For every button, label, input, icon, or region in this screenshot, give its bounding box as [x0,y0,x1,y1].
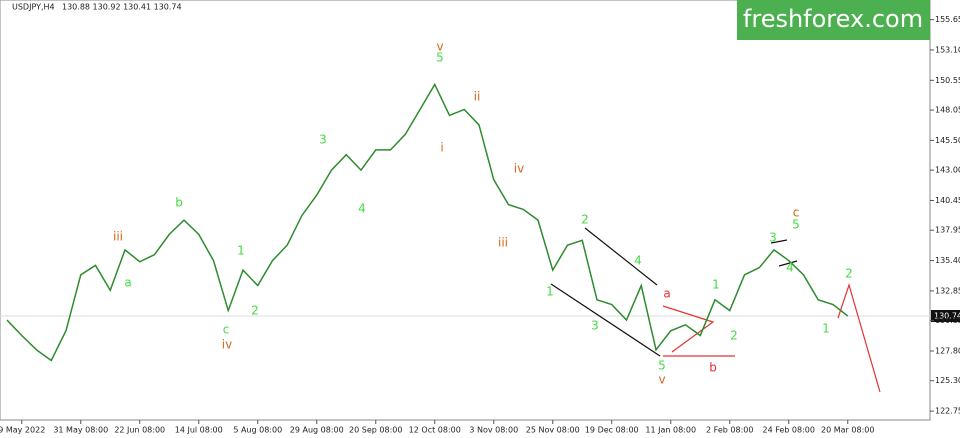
channel [550,227,798,357]
y-tick-label: 130.35 [935,316,960,325]
wave-label: 2 [581,213,589,227]
x-tick-label: 31 May 08:00 [53,426,108,435]
brand: freshforex.com [743,5,923,33]
current-price: 130.74 [934,312,960,321]
wave-label: c [793,206,800,220]
symbol: USDJPY,H4 [12,3,55,12]
y-tick-label: 155.65 [935,15,960,24]
y-tick-label: 143.00 [935,166,960,175]
y-tick-label: 122.75 [935,407,960,416]
wave-label: 1 [237,244,245,258]
wave-label: 1 [822,322,830,336]
wave-label: 1 [546,285,554,299]
wave-label: 1 [712,278,720,292]
x-tick-label: 9 May 2022 [0,426,45,435]
wave-label: a [124,276,131,290]
ohlc: 130.88 130.92 130.41 130.74 [62,3,182,12]
x-tick-label: 14 Jul 08:00 [175,426,223,435]
current-price-box [931,310,960,322]
x-tick-label: 2 Feb 08:00 [706,426,753,435]
x-tick-label: 20 Sep 08:00 [349,426,402,435]
wave-label: v [658,373,665,387]
wave-label: iv [222,338,232,352]
wave-label: b [175,196,183,210]
plot-frame [0,0,931,421]
wave-label: 5 [792,218,800,232]
x-tick-label: 12 Oct 08:00 [409,426,461,435]
x-tick-label: 24 Feb 08:00 [763,426,815,435]
x-tick-label: 29 Aug 08:00 [290,426,344,435]
wave-label: 4 [634,254,642,268]
x-tick-label: 22 Jun 08:00 [114,426,165,435]
y-tick-label: 135.40 [935,256,960,265]
y-tick-label: 137.95 [935,226,960,235]
wave-label: b [709,361,717,375]
y-tick-label: 153.10 [935,45,960,54]
wave-label: 5 [658,359,666,373]
y-tick-label: 127.80 [935,346,960,355]
wave-label: ii [474,90,481,104]
wave-label: 3 [769,231,777,245]
x-tick-label: 11 Jan 08:00 [645,426,696,435]
y-tick-label: 148.05 [935,106,960,115]
wave-label: 4 [358,202,366,216]
wave-label: 2 [845,267,853,281]
wave-lines [662,282,881,393]
y-tick-label: 140.45 [935,196,960,205]
wave-label: 2 [730,329,738,343]
y-tick-label: 125.30 [935,376,960,385]
x-tick-label: 25 Nov 08:00 [526,426,580,435]
wave-label: i [440,141,443,155]
wave-label: iii [113,230,123,244]
x-tick-label: 19 Dec 08:00 [585,426,639,435]
y-tick-label: 132.85 [935,286,960,295]
wave-label: v [436,40,443,54]
x-tick-label: 20 Mar 08:00 [821,426,874,435]
y-tick-label: 145.50 [935,136,960,145]
wave-label: iii [498,236,508,250]
wave-label: c [223,323,230,337]
wave-label: a [663,287,670,301]
x-tick-label: 3 Nov 08:00 [469,426,518,435]
y-tick-label: 150.55 [935,76,960,85]
wave-label: 2 [251,304,259,318]
wave-label: 4 [786,261,794,275]
wave-label: iv [514,162,524,176]
x-tick-label: 5 Aug 08:00 [233,426,282,435]
brand-box [737,0,930,40]
wave-label: 3 [319,133,327,147]
wave-label: 5 [436,51,444,65]
wave-label: 3 [591,319,599,333]
price-series [6,82,849,362]
